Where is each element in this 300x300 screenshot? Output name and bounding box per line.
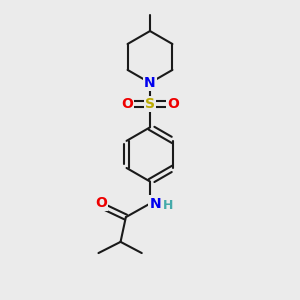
Text: O: O [95, 196, 107, 210]
Text: O: O [121, 98, 133, 111]
Text: N: N [144, 76, 156, 90]
Text: O: O [167, 98, 179, 111]
Text: N: N [149, 196, 161, 211]
Text: S: S [145, 98, 155, 111]
Text: H: H [163, 199, 173, 212]
